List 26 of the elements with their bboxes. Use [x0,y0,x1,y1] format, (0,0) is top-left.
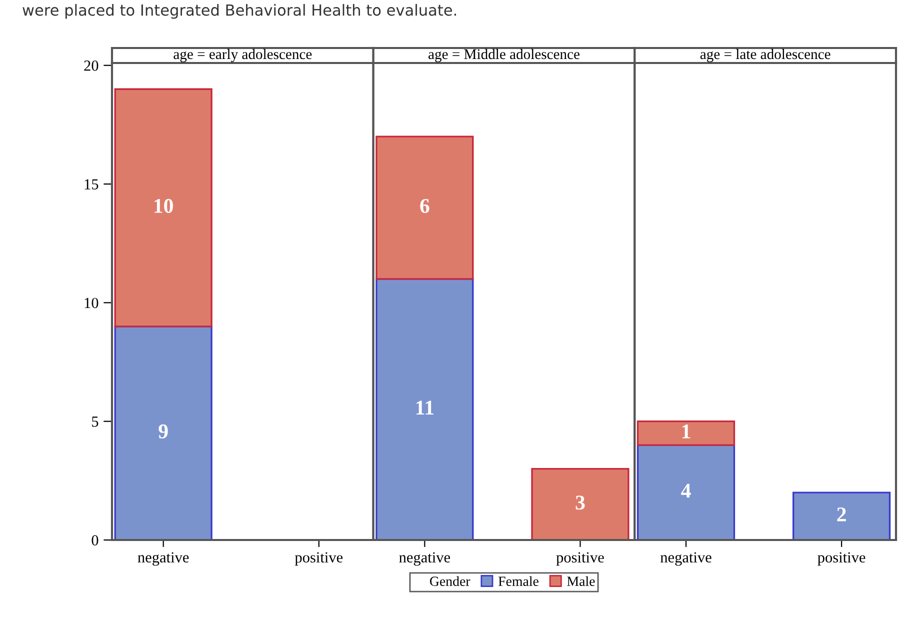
x-tick-label: positive [818,552,866,566]
data-label: 3 [576,496,585,510]
legend-title: Gender [430,576,470,586]
y-tick-label: 20 [84,60,98,71]
y-tick-label: 5 [92,416,98,427]
data-label: 6 [420,198,430,213]
data-label: 2 [837,507,846,522]
y-tick-label: 0 [92,535,98,546]
chart-title: age = Middle adolescence [428,48,580,62]
legend-label: Male [567,576,595,586]
data-label: 4 [681,484,691,498]
x-tick-label: negative [660,552,712,566]
x-tick-label: positive [294,552,343,566]
x-tick-label: negative [138,552,189,566]
chart-title: age = late adolescence [700,48,830,62]
text: were placed to Integrated Behavioral Health to evaluate. [22,4,456,19]
data-label: 10 [154,198,173,213]
x-tick-label: positive [556,552,604,566]
y-tick-label: 15 [84,179,98,190]
legend-label: Female [498,576,538,586]
data-label: 1 [682,424,690,438]
data-label: 9 [158,424,168,438]
data-label: 11 [416,400,434,414]
x-tick-label: negative [399,552,450,566]
chart-title: age = early adolescence [174,48,312,62]
y-tick-label: 10 [84,298,98,308]
